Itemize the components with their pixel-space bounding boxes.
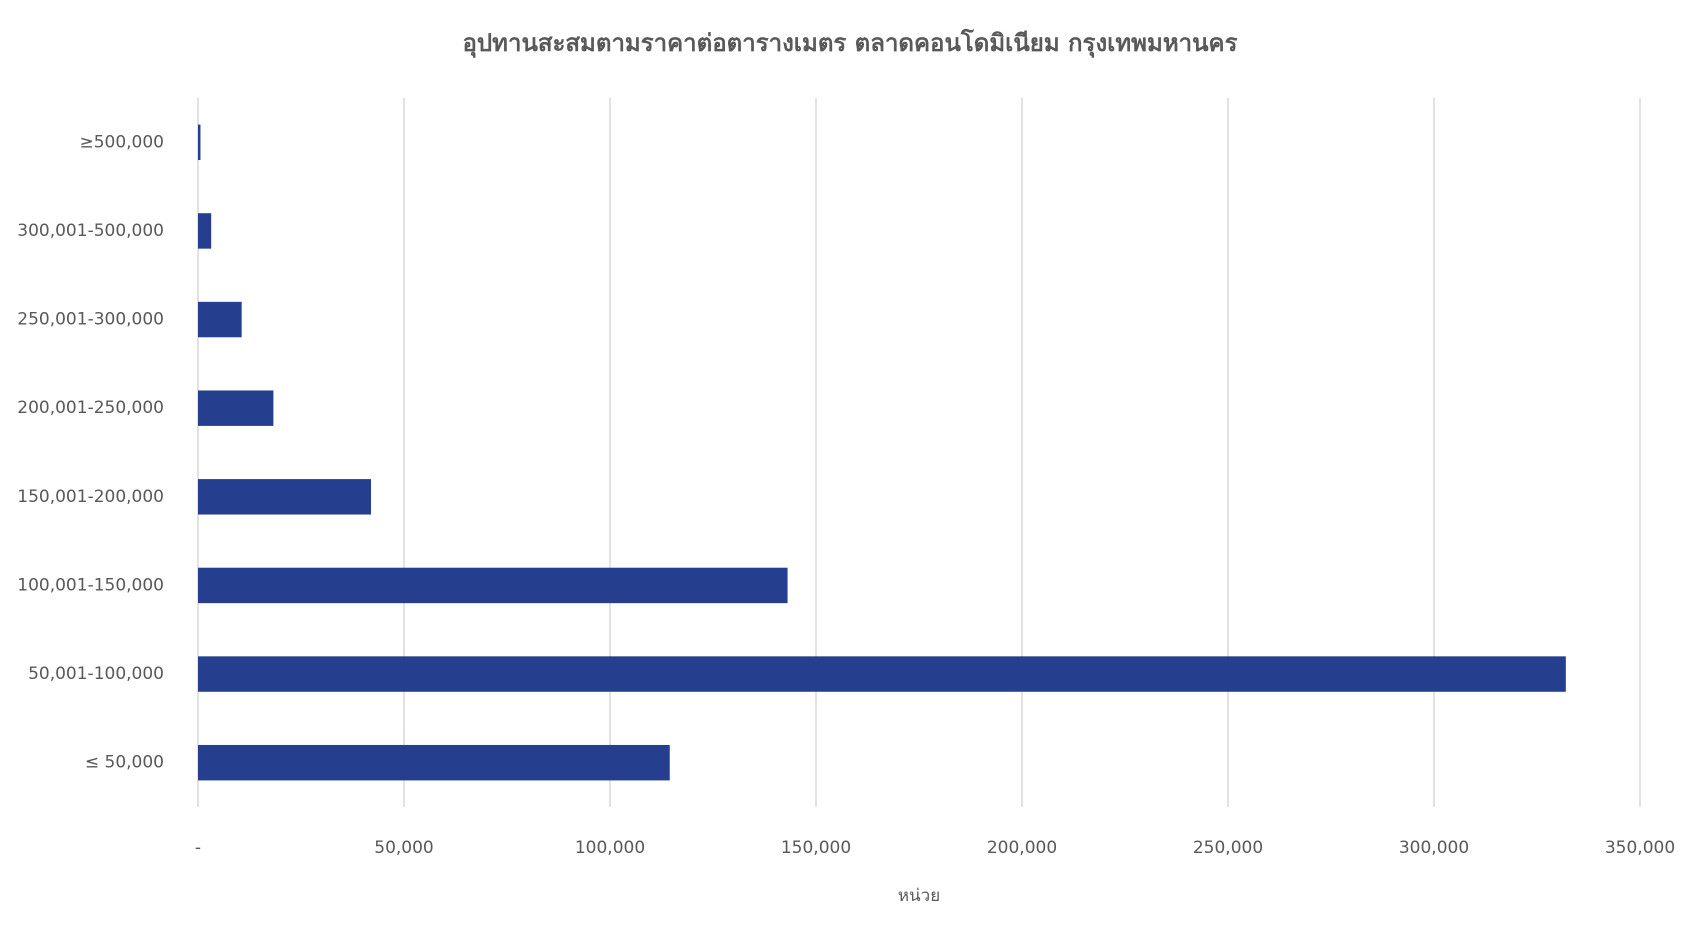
bar — [198, 213, 212, 249]
y-tick-label: 250,001-300,000 — [17, 310, 164, 330]
x-tick-label: 150,000 — [781, 838, 851, 858]
x-tick-label: 250,000 — [1193, 838, 1263, 858]
y-tick-label: 100,001-150,000 — [17, 575, 164, 595]
bar — [198, 390, 274, 426]
y-tick-label: 300,001-500,000 — [17, 221, 164, 241]
bar — [198, 567, 788, 604]
y-tick-label: 50,001-100,000 — [28, 664, 164, 684]
bar — [198, 656, 1566, 692]
chart-title: อุปทานสะสมตามราคาต่อตารางเมตร ตลาดคอนโดม… — [463, 28, 1238, 59]
bar — [198, 301, 242, 338]
x-tick-label: 100,000 — [575, 838, 645, 858]
bar — [198, 744, 670, 781]
bar — [198, 124, 201, 161]
x-tick-label: 50,000 — [374, 838, 433, 858]
x-tick-label: 300,000 — [1399, 838, 1469, 858]
y-tick-label: 150,001-200,000 — [17, 487, 164, 507]
y-tick-label: 200,001-250,000 — [17, 398, 164, 418]
x-tick-label: - — [195, 838, 201, 858]
x-tick-label: 350,000 — [1605, 838, 1675, 858]
x-axis-title: หน่วย — [898, 886, 940, 906]
x-tick-label: 200,000 — [987, 838, 1057, 858]
y-tick-label: ≤ 50,000 — [85, 753, 164, 773]
y-tick-label: ≥500,000 — [79, 132, 164, 152]
bar — [198, 479, 372, 515]
